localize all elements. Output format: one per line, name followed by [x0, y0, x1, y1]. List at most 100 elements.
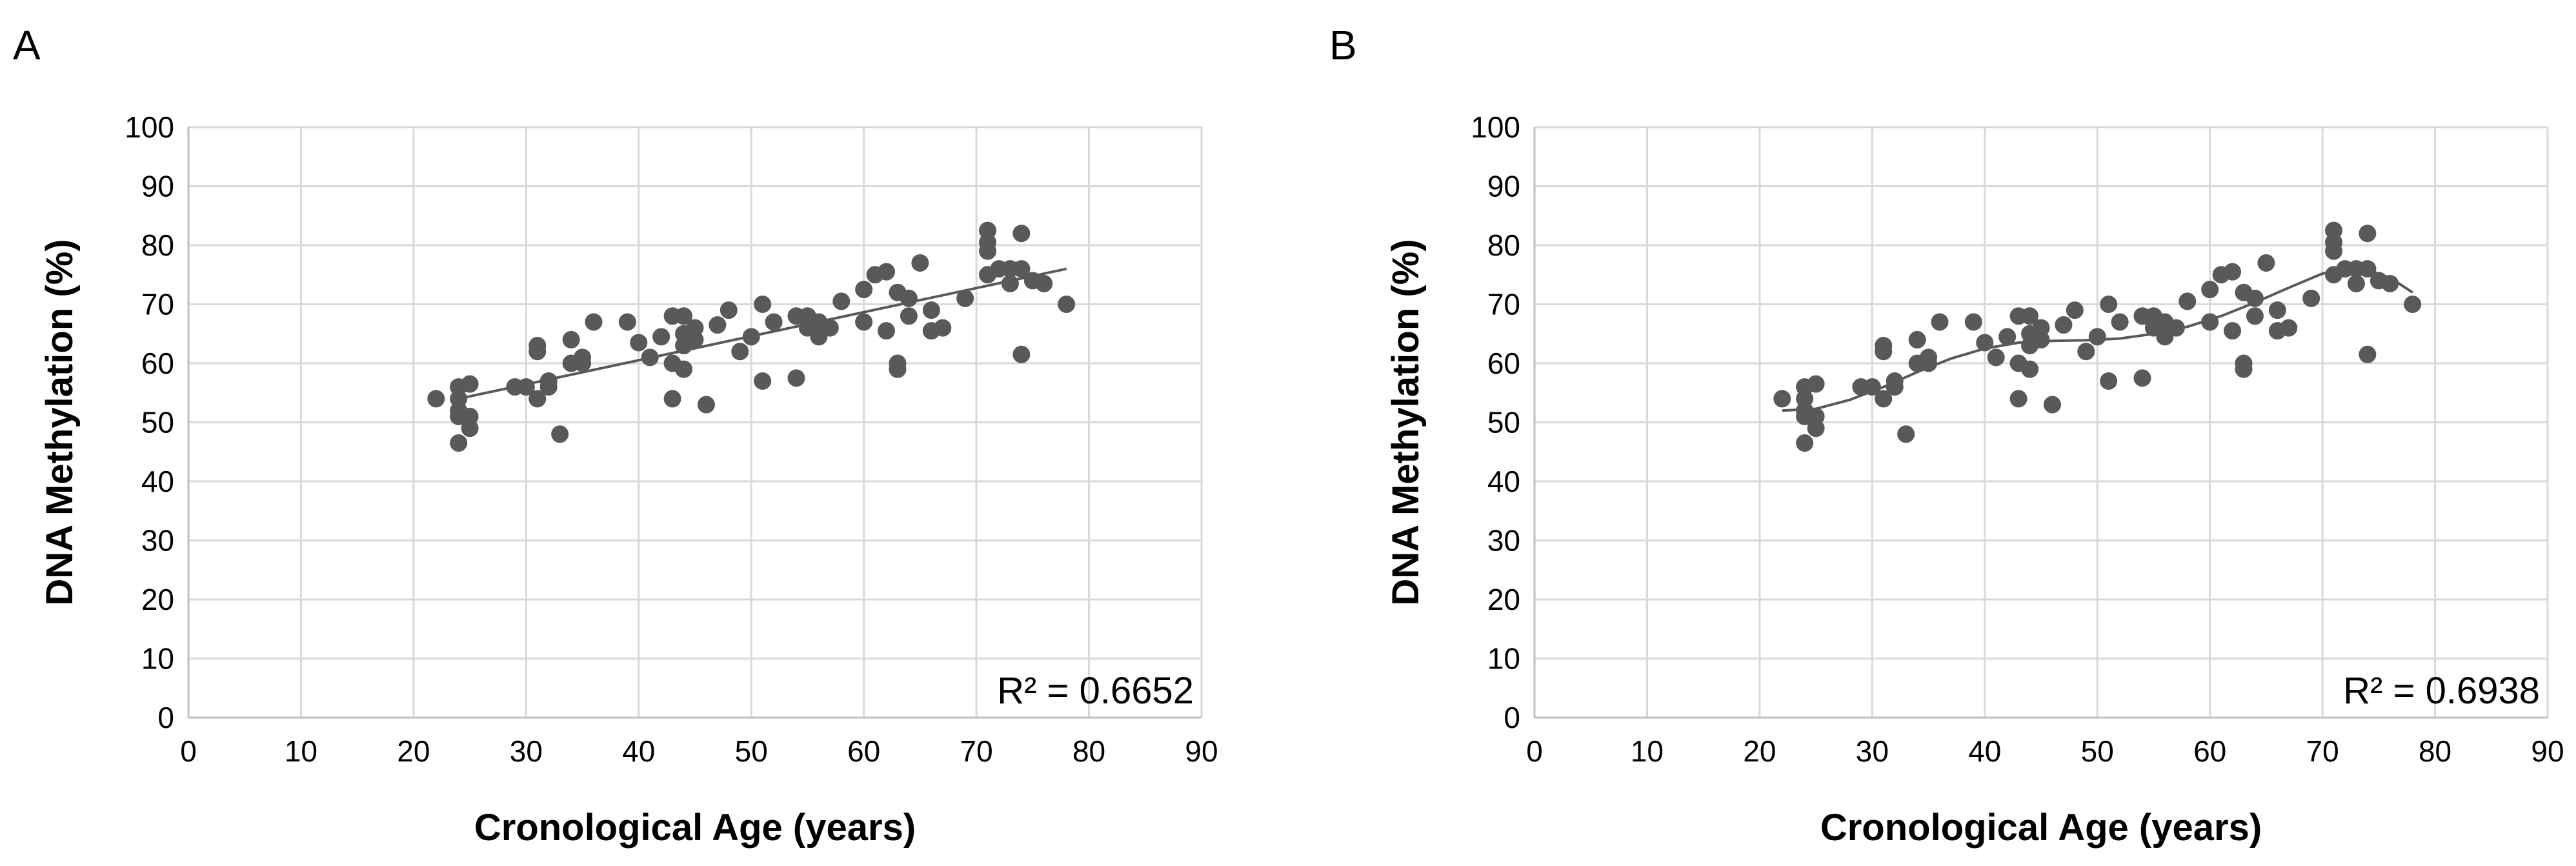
data-point: [1796, 434, 1814, 452]
data-point: [2088, 328, 2106, 346]
data-point: [1875, 390, 1893, 408]
y-tick-label: 40: [1487, 465, 1520, 498]
data-point: [2381, 274, 2399, 292]
data-point: [697, 396, 715, 414]
data-point: [562, 330, 580, 348]
y-tick-label: 10: [141, 642, 174, 676]
data-point: [461, 375, 479, 393]
y-tick-label: 20: [1487, 583, 1520, 616]
data-point: [1012, 260, 1031, 278]
data-point: [1863, 378, 1881, 396]
data-point: [1773, 390, 1791, 408]
r-squared-label: R² = 0.6938: [2343, 670, 2540, 712]
data-point: [551, 425, 569, 443]
data-point: [855, 281, 873, 299]
data-point: [719, 301, 738, 319]
data-point: [1987, 348, 2005, 367]
data-point: [2021, 307, 2039, 325]
data-point: [922, 301, 940, 319]
data-point: [686, 330, 704, 348]
panel-label: A: [13, 22, 41, 68]
data-point: [427, 390, 445, 408]
y-tick-label: 60: [1487, 347, 1520, 380]
data-point: [1920, 354, 1938, 372]
data-point: [675, 307, 693, 325]
x-tick-label: 10: [285, 734, 317, 768]
x-tick-label: 60: [2193, 734, 2226, 768]
data-point: [934, 319, 952, 337]
data-point: [618, 313, 636, 331]
data-point: [832, 292, 850, 310]
x-tick-label: 0: [180, 734, 197, 768]
data-point: [900, 289, 918, 307]
y-tick-label: 80: [1487, 228, 1520, 262]
x-tick-label: 50: [735, 734, 768, 768]
data-point: [1012, 225, 1031, 243]
panel-a: 0 10 20 30 40 50 60 70 80 90 100 0 10 20 30 40 50 60 70 80 9…: [13, 22, 1218, 849]
data-point: [1012, 345, 1031, 363]
data-point: [2111, 313, 2129, 331]
data-point: [979, 242, 997, 260]
y-tick-label: 70: [141, 288, 174, 321]
data-point: [2201, 313, 2219, 331]
y-tick-label: 0: [157, 701, 174, 734]
data-point: [2325, 242, 2343, 260]
data-point: [1058, 296, 1076, 313]
x-tick-label: 40: [1968, 734, 2001, 768]
y-tick-label: 100: [125, 110, 174, 144]
y-tick-label: 80: [141, 228, 174, 262]
data-point: [450, 434, 468, 452]
data-point: [630, 334, 648, 352]
x-tick-label: 30: [1856, 734, 1889, 768]
data-point: [2404, 296, 2422, 313]
data-point: [765, 313, 783, 331]
data-point: [2246, 307, 2264, 325]
x-tick-label: 90: [2531, 734, 2564, 768]
data-point: [2100, 372, 2118, 390]
panel-b: 0 10 20 30 40 50 60 70 80 90 100 0 10 20 30 40 50 60 70 80 9…: [1329, 22, 2564, 849]
r-squared-label: R² = 0.6652: [997, 670, 1194, 712]
data-point: [1998, 328, 2017, 346]
panel-label: B: [1329, 22, 1357, 68]
data-point: [641, 348, 659, 367]
data-point: [2359, 260, 2377, 278]
data-point: [585, 313, 603, 331]
data-point: [911, 254, 929, 272]
data-point: [2224, 322, 2242, 340]
data-point: [2133, 369, 2151, 387]
data-point: [2077, 343, 2095, 361]
x-tick-label: 80: [2419, 734, 2451, 768]
data-point: [2167, 319, 2185, 337]
data-point: [2235, 360, 2253, 378]
data-point: [2257, 254, 2275, 272]
data-point: [731, 343, 749, 361]
data-point: [2032, 330, 2050, 348]
data-point: [2055, 316, 2073, 334]
data-point: [1976, 334, 1994, 352]
data-point: [2100, 296, 2118, 313]
y-axis-title: DNA Methylation (%): [1385, 239, 1427, 605]
y-tick-label: 30: [141, 524, 174, 558]
x-tick-label: 20: [397, 734, 430, 768]
data-point: [2302, 289, 2320, 307]
x-tick-label: 80: [1072, 734, 1105, 768]
x-tick-label: 70: [2306, 734, 2339, 768]
data-point: [2280, 319, 2298, 337]
y-tick-label: 60: [141, 347, 174, 380]
x-tick-label: 10: [1631, 734, 1664, 768]
data-point: [2246, 289, 2264, 307]
data-point: [1807, 375, 1825, 393]
data-point: [1035, 274, 1053, 292]
data-point: [663, 390, 681, 408]
y-tick-label: 100: [1471, 110, 1520, 144]
y-tick-label: 30: [1487, 524, 1520, 558]
data-point: [878, 263, 896, 281]
data-point: [528, 390, 547, 408]
data-point: [1807, 419, 1825, 438]
x-tick-label: 30: [510, 734, 543, 768]
y-tick-label: 20: [141, 583, 174, 616]
y-tick-label: 0: [1504, 701, 1520, 734]
data-point: [1875, 343, 1893, 361]
data-point: [855, 313, 873, 331]
data-point: [900, 307, 918, 325]
